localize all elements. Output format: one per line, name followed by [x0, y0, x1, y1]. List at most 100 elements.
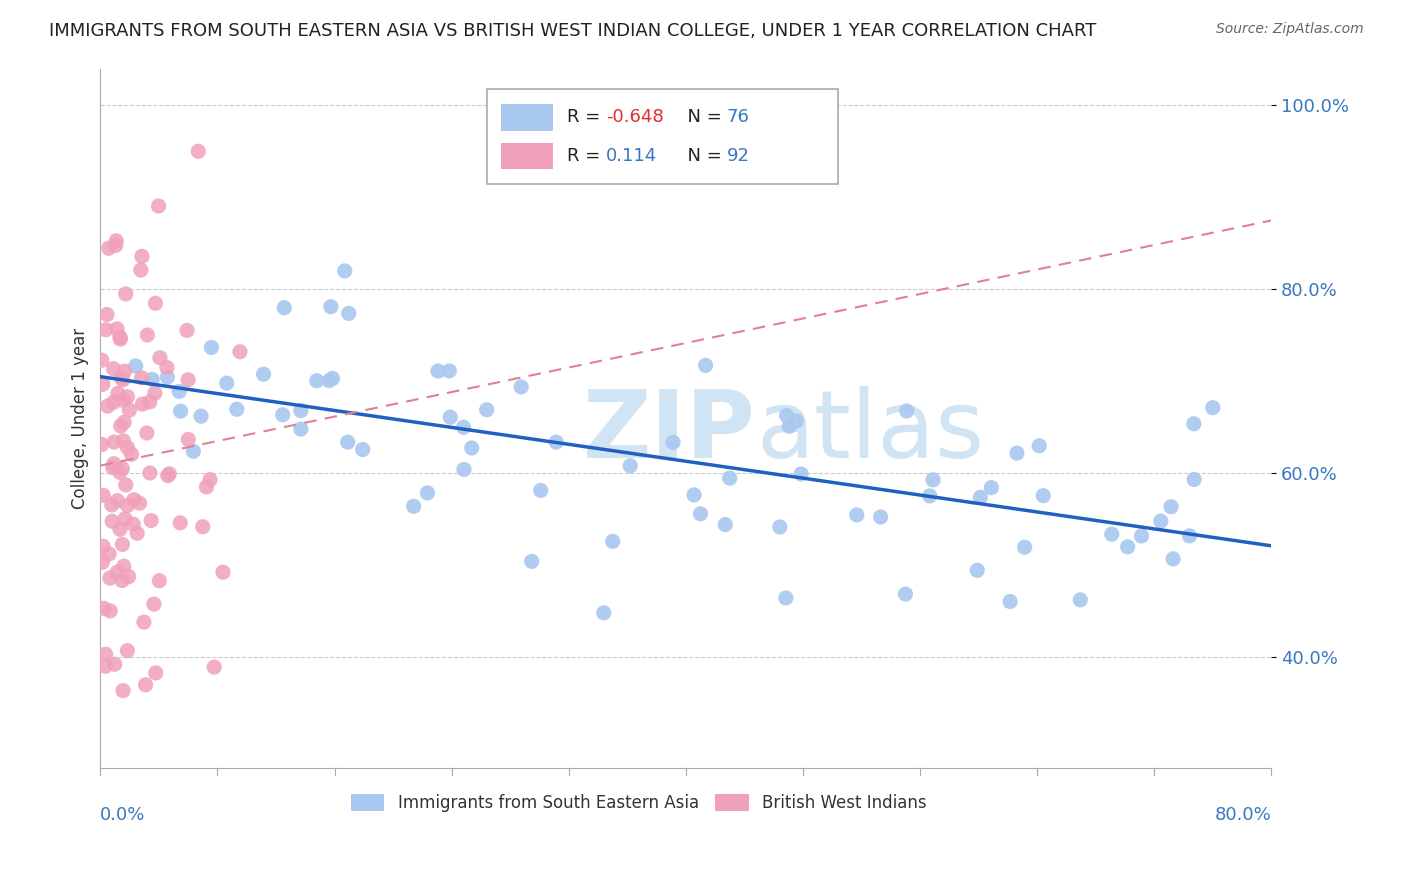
Point	[1182, 417, 1205, 431]
Point	[215, 376, 238, 391]
Point	[966, 563, 988, 577]
FancyBboxPatch shape	[501, 104, 554, 131]
Point	[169, 404, 191, 418]
Point	[122, 492, 145, 507]
Point	[778, 419, 800, 434]
Point	[439, 364, 461, 378]
Point	[156, 468, 179, 483]
Point	[110, 419, 132, 434]
Text: R =: R =	[568, 109, 606, 127]
Point	[148, 199, 170, 213]
Point	[510, 380, 533, 394]
Point	[1101, 527, 1123, 541]
Point	[142, 597, 165, 611]
Point	[114, 364, 136, 378]
Point	[111, 574, 134, 588]
Point	[104, 657, 127, 672]
Text: atlas: atlas	[756, 386, 984, 478]
FancyBboxPatch shape	[486, 89, 838, 184]
Point	[110, 371, 132, 385]
Text: R =: R =	[568, 147, 606, 165]
Point	[111, 537, 134, 551]
Point	[1116, 540, 1139, 554]
Point	[1161, 552, 1184, 566]
Point	[98, 547, 121, 561]
Point	[776, 409, 799, 423]
Point	[96, 308, 118, 322]
Point	[333, 264, 356, 278]
Point	[191, 520, 214, 534]
Point	[177, 373, 200, 387]
Point	[149, 351, 172, 365]
Point	[110, 332, 132, 346]
Point	[108, 466, 131, 480]
Point	[1005, 446, 1028, 460]
Point	[101, 460, 124, 475]
Point	[198, 473, 221, 487]
Point	[112, 415, 135, 429]
Point	[90, 353, 112, 368]
Point	[135, 425, 157, 440]
Text: Source: ZipAtlas.com: Source: ZipAtlas.com	[1216, 22, 1364, 37]
Point	[689, 507, 711, 521]
Point	[453, 462, 475, 476]
Point	[894, 587, 917, 601]
Point	[402, 500, 425, 514]
Point	[1160, 500, 1182, 514]
Point	[139, 466, 162, 480]
Point	[352, 442, 374, 457]
Point	[845, 508, 868, 522]
Point	[998, 594, 1021, 608]
Point	[91, 488, 114, 502]
Point	[176, 323, 198, 337]
Point	[426, 364, 449, 378]
Point	[132, 615, 155, 629]
Point	[131, 397, 153, 411]
Point	[273, 301, 295, 315]
Point	[105, 322, 128, 336]
Point	[319, 300, 342, 314]
Point	[530, 483, 553, 498]
Point	[131, 370, 153, 384]
Point	[714, 517, 737, 532]
Point	[139, 395, 162, 409]
Point	[94, 659, 117, 673]
Point	[103, 395, 125, 409]
Point	[131, 249, 153, 263]
Point	[122, 517, 145, 532]
Legend: Immigrants from South Eastern Asia, British West Indians: Immigrants from South Eastern Asia, Brit…	[344, 788, 934, 819]
Point	[305, 374, 328, 388]
Point	[118, 403, 141, 417]
Point	[416, 486, 439, 500]
Point	[785, 414, 807, 428]
Point	[1202, 401, 1225, 415]
Point	[120, 447, 142, 461]
Point	[105, 565, 128, 579]
Point	[271, 408, 294, 422]
Point	[145, 665, 167, 680]
Point	[94, 323, 117, 337]
Point	[475, 402, 498, 417]
Point	[167, 384, 190, 399]
Point	[592, 606, 614, 620]
Point	[112, 683, 135, 698]
Point	[1178, 529, 1201, 543]
Point	[127, 526, 149, 541]
Point	[156, 370, 179, 384]
Point	[117, 569, 139, 583]
Point	[1150, 514, 1173, 528]
Point	[212, 565, 235, 579]
Point	[461, 441, 484, 455]
Point	[135, 678, 157, 692]
Point	[183, 444, 205, 458]
Point	[91, 539, 114, 553]
Point	[128, 496, 150, 510]
Point	[546, 435, 568, 450]
Point	[101, 498, 124, 512]
Point	[321, 371, 343, 385]
FancyBboxPatch shape	[501, 143, 554, 169]
Point	[111, 393, 134, 408]
Point	[108, 522, 131, 536]
Point	[662, 435, 685, 450]
Point	[202, 660, 225, 674]
